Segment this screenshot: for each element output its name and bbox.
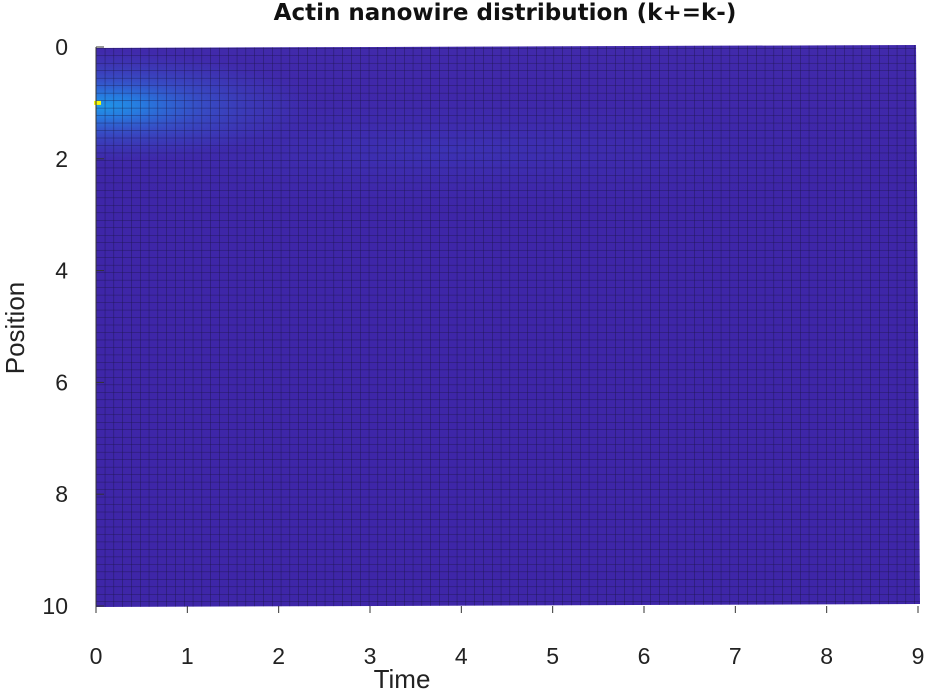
y-tick-label: 10 <box>42 593 68 619</box>
x-tick-label: 1 <box>181 643 194 669</box>
x-tick-label: 4 <box>455 643 468 669</box>
heatmap-surface <box>94 45 920 607</box>
x-tick-label: 0 <box>90 643 103 669</box>
x-axis: 0 1 2 3 4 5 6 7 8 9 <box>90 606 925 669</box>
y-axis: 0 2 4 6 8 10 <box>42 34 104 619</box>
x-axis-label: Time <box>374 664 431 691</box>
y-tick-label: 4 <box>55 258 68 284</box>
x-tick-label: 2 <box>272 643 285 669</box>
x-tick-label: 8 <box>820 643 833 669</box>
y-tick-label: 8 <box>55 481 68 507</box>
x-tick-label: 9 <box>912 643 925 669</box>
y-axis-label: Position <box>0 282 30 375</box>
heatmap-grid <box>96 45 920 607</box>
y-tick-label: 0 <box>55 34 68 60</box>
x-tick-label: 3 <box>364 643 377 669</box>
x-tick-label: 6 <box>638 643 651 669</box>
chart-title: Actin nanowire distribution (k+=k-) <box>274 0 737 26</box>
y-tick-label: 6 <box>55 369 68 395</box>
x-tick-label: 5 <box>546 643 559 669</box>
heatmap-peak-cell <box>94 100 101 105</box>
x-tick-label: 7 <box>729 643 742 669</box>
y-tick-label: 2 <box>55 146 68 172</box>
